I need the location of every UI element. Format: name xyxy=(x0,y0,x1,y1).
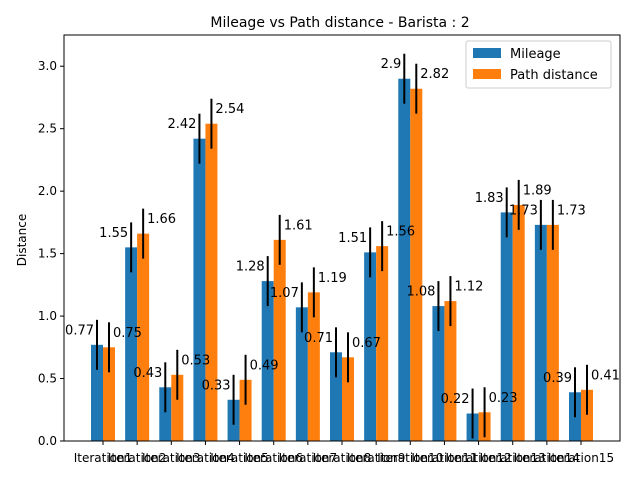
y-tick-label: 1.5 xyxy=(38,247,57,261)
bar-path-distance xyxy=(273,239,286,441)
x-tick-label: Iteration11 xyxy=(411,451,477,465)
bar-mileage xyxy=(364,252,377,441)
data-label: 1.73 xyxy=(557,203,586,218)
x-tick-label: Iteration2 xyxy=(108,451,167,465)
bar-mileage xyxy=(91,344,103,441)
data-label: 0.71 xyxy=(304,331,333,346)
x-tick-label: Iteration3 xyxy=(142,451,201,465)
bar-path-distance xyxy=(512,204,525,441)
data-label: 1.28 xyxy=(236,260,265,275)
y-tick-label: 0.5 xyxy=(38,372,57,386)
legend: Mileage Path distance xyxy=(465,40,612,89)
legend-entry: Mileage xyxy=(510,47,561,62)
y-tick-label: 3.0 xyxy=(38,59,57,73)
data-label: 1.12 xyxy=(454,280,483,295)
data-label: 1.56 xyxy=(386,225,415,240)
bar-mileage xyxy=(500,212,513,441)
data-label: 1.08 xyxy=(406,285,435,300)
data-label: 2.9 xyxy=(381,57,402,72)
data-label: 1.19 xyxy=(318,271,347,286)
bar-mileage xyxy=(534,224,547,441)
data-label: 1.55 xyxy=(99,226,128,241)
x-tick-label: Iteration10 xyxy=(377,451,443,465)
legend-box xyxy=(465,40,612,89)
data-label: 0.53 xyxy=(181,353,210,368)
bar-path-distance xyxy=(137,233,150,441)
legend-swatch xyxy=(473,48,501,58)
x-tick-label: Iteration8 xyxy=(313,451,372,465)
bar-path-distance xyxy=(581,389,593,441)
plot-area: 0.77 1.55 0.43 2.42 0.33 1.28 1.07 0.71 1.51 2.9 1… xyxy=(38,34,621,465)
legend-swatch xyxy=(473,69,501,79)
bar-path-distance xyxy=(239,379,252,441)
data-label: 1.07 xyxy=(270,286,299,301)
data-label: 1.89 xyxy=(523,183,552,198)
data-label: 0.39 xyxy=(543,371,572,386)
x-tick-label: Iteration13 xyxy=(480,451,546,465)
bar-path-distance xyxy=(103,347,115,441)
bar-path-distance xyxy=(307,292,320,441)
data-label: 0.49 xyxy=(250,358,279,373)
data-label: 0.23 xyxy=(489,391,518,406)
data-label: 1.66 xyxy=(147,212,176,227)
bar-mileage xyxy=(295,307,308,441)
x-tick-label: Iteration9 xyxy=(347,451,406,465)
x-tick-label: Iteration5 xyxy=(210,451,269,465)
bar-path-distance xyxy=(342,357,354,441)
bar-path-distance xyxy=(205,123,218,441)
data-label: 0.67 xyxy=(352,336,381,351)
data-label: 2.54 xyxy=(215,102,244,117)
x-tick-label: Iteration15 xyxy=(548,451,614,465)
bar-mileage xyxy=(398,78,411,441)
x-tick-label: Iteration12 xyxy=(445,451,511,465)
bar-path-distance xyxy=(171,374,184,441)
y-tick-label: 2.0 xyxy=(38,184,57,198)
x-tick-label: Iteration1 xyxy=(74,451,133,465)
bar-mileage xyxy=(125,247,138,441)
chart-title: Mileage vs Path distance - Barista : 2 xyxy=(210,15,469,31)
data-label: 0.22 xyxy=(441,392,470,407)
bar-mileage xyxy=(261,281,274,441)
bar-path-distance xyxy=(546,224,559,441)
data-label: 0.43 xyxy=(133,366,162,381)
y-tick-label: 2.5 xyxy=(38,122,57,136)
data-label: 2.82 xyxy=(420,67,449,82)
y-tick-label: 1.0 xyxy=(38,309,57,323)
data-label: 0.41 xyxy=(591,368,620,383)
bar-path-distance xyxy=(410,88,423,441)
x-tick-label: Iteration4 xyxy=(176,451,235,465)
bar-mileage xyxy=(159,387,172,441)
x-tick-label: Iteration14 xyxy=(514,451,580,465)
bar-path-distance xyxy=(444,301,457,441)
y-tick-label: 0.0 xyxy=(38,434,57,448)
data-label: 0.33 xyxy=(202,378,231,393)
data-label: 0.75 xyxy=(113,326,142,341)
bar-mileage xyxy=(432,306,445,441)
data-label: 2.42 xyxy=(167,117,196,132)
data-label: 1.61 xyxy=(284,218,313,233)
data-label: 0.77 xyxy=(65,323,94,338)
x-tick-label: Iteration6 xyxy=(244,451,303,465)
y-axis-label: Distance xyxy=(15,214,29,266)
legend-entry: Path distance xyxy=(510,68,598,83)
bar-path-distance xyxy=(376,246,389,441)
bar-mileage xyxy=(330,352,342,441)
data-label: 1.51 xyxy=(338,231,367,246)
bar-mileage xyxy=(193,138,206,441)
x-tick-label: Iteration7 xyxy=(279,451,338,465)
data-label: 1.73 xyxy=(509,203,538,218)
data-label: 1.83 xyxy=(475,191,504,206)
